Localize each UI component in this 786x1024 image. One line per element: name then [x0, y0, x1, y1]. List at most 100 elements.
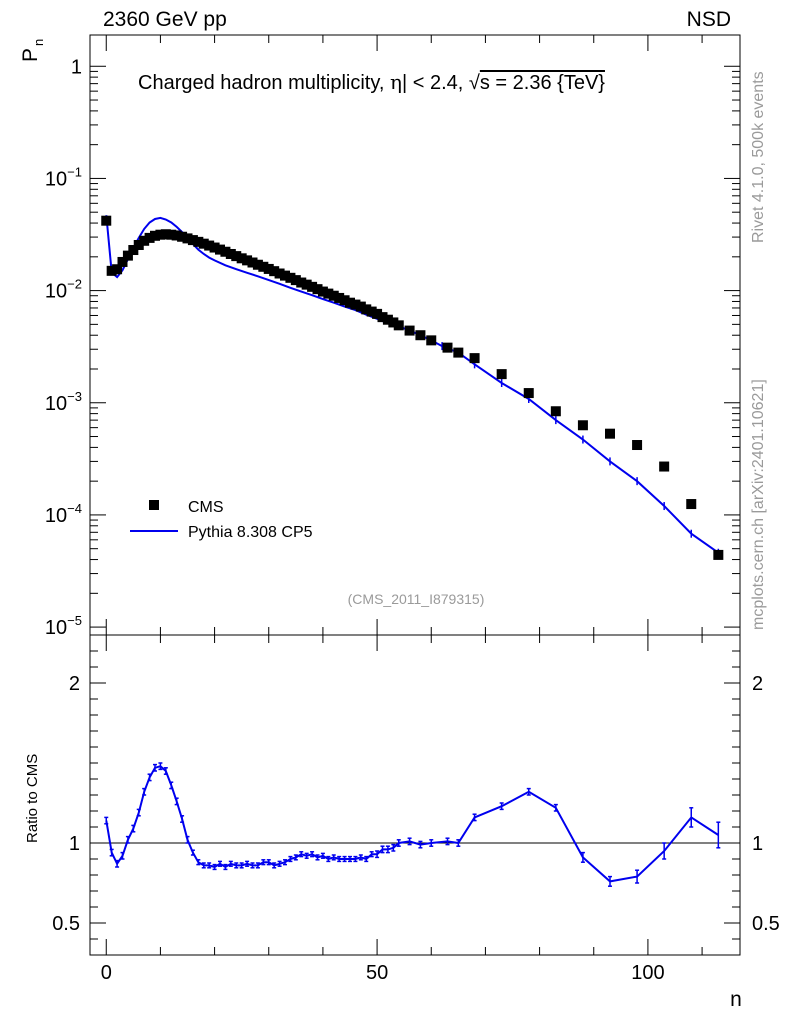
title-energy: s = 2.36 {TeV} — [480, 72, 605, 94]
cms-data-point — [182, 233, 193, 244]
cms-data-point — [361, 304, 372, 315]
x-tick-label: 0 — [101, 962, 112, 984]
cms-data-point — [258, 261, 269, 272]
main-y-tick-labels: 1 10 −1 10−2 10−3 10−4 10−5 — [45, 56, 82, 639]
ratio-curve — [105, 765, 719, 883]
pythia-curve — [105, 215, 719, 554]
cms-data-point — [225, 248, 236, 259]
y-tick-label: 10−2 — [45, 277, 82, 303]
cms-data-point — [209, 242, 220, 253]
cms-data-point — [144, 232, 155, 243]
header-right-label: NSD — [687, 8, 731, 31]
cms-data-point — [496, 369, 507, 380]
cms-data-point — [334, 292, 345, 303]
main-ticks — [90, 35, 740, 635]
title-sqrt-symbol: √ — [469, 72, 480, 94]
cms-data-point — [139, 235, 150, 246]
rivet-version-label: Rivet 4.1.0, 500k events — [750, 71, 767, 243]
cms-data-point — [577, 420, 588, 431]
cms-data-point — [605, 428, 615, 439]
y-tick-label-exp: −3 — [67, 389, 82, 404]
cms-data-points — [101, 215, 724, 560]
y-tick-label: 10−4 — [45, 501, 82, 527]
cms-data-point — [393, 320, 404, 331]
cms-data-point — [339, 295, 350, 306]
cms-data-point — [713, 549, 724, 560]
cms-data-point — [166, 229, 177, 240]
cms-data-point — [350, 299, 361, 310]
y-tick-label: 10−5 — [45, 613, 82, 639]
cms-data-point — [263, 263, 274, 274]
ratio-y-tick-label-right: 1 — [752, 833, 763, 855]
ratio-y-tick-label: 1 — [69, 833, 80, 855]
cms-data-point — [242, 255, 253, 266]
y-tick-label-base: 1 — [71, 56, 82, 78]
header-left-label: 2360 GeV pp — [103, 8, 227, 31]
cms-data-point — [345, 297, 355, 308]
cms-data-point — [280, 270, 290, 281]
cms-data-point — [150, 230, 160, 241]
cms-data-point — [231, 251, 242, 262]
mcplots-site-label: mcplots.cern.ch [arXiv:2401.10621] — [750, 379, 767, 630]
cms-data-point — [323, 288, 334, 299]
legend: CMS Pythia 8.308 CP5 — [130, 499, 313, 541]
legend-pythia-label: Pythia 8.308 CP5 — [188, 524, 313, 541]
cms-data-point — [388, 317, 399, 328]
y-tick-label-exp: −5 — [67, 613, 82, 628]
cms-data-point — [355, 301, 366, 312]
y-tick-label-exp: −4 — [67, 501, 82, 516]
cms-data-point — [252, 259, 263, 270]
cms-data-point — [415, 330, 426, 341]
main-y-axis-label-main: P — [19, 48, 42, 62]
title-eta-cut: | < 2.4, — [402, 72, 469, 94]
ratio-y-tick-label: 2 — [69, 673, 80, 695]
cms-data-point — [177, 231, 188, 242]
cms-data-point — [442, 342, 453, 353]
cms-data-point — [366, 306, 377, 317]
y-tick-label-base: 10 — [45, 617, 67, 639]
x-tick-label: 50 — [366, 962, 388, 984]
cms-data-point — [550, 406, 561, 417]
y-tick-label-exp: −2 — [67, 277, 82, 292]
ratio-y-tick-label-right: 0.5 — [752, 913, 780, 935]
cms-data-point — [285, 272, 296, 283]
ratio-panel-frame — [89, 634, 741, 956]
analysis-label: (CMS_2011_I879315) — [348, 591, 485, 607]
main-y-axis-label: P n — [19, 39, 46, 62]
cms-data-point — [328, 290, 339, 301]
y-tick-label: 10−3 — [45, 389, 82, 415]
cms-data-point — [632, 440, 643, 451]
cms-data-point — [686, 499, 697, 510]
cms-data-point — [372, 308, 383, 319]
y-tick-label-exp: −1 — [67, 164, 82, 179]
cms-data-point — [198, 238, 209, 249]
y-tick-label: 1 — [71, 56, 82, 78]
cms-data-point — [659, 461, 670, 472]
cms-data-point — [193, 236, 204, 247]
legend-cms-marker — [149, 500, 159, 510]
ratio-y-tick-labels-right: 0.5 1 2 — [752, 673, 780, 935]
cms-data-point — [453, 347, 464, 358]
cms-data-point — [128, 245, 139, 256]
cms-data-point — [220, 246, 231, 257]
cms-data-point — [307, 281, 318, 292]
cms-data-point — [404, 325, 415, 336]
cms-data-point — [290, 275, 301, 286]
legend-cms-label: CMS — [188, 499, 224, 516]
ratio-y-axis-label: Ratio to CMS — [24, 754, 41, 843]
title-prefix: Charged hadron multiplicity, — [138, 72, 390, 94]
cms-data-point — [112, 264, 123, 275]
cms-data-point — [382, 314, 393, 325]
main-panel: 1 10 −1 10−2 10−3 10−4 10−5 Charged hadron mul… — [19, 34, 741, 639]
cms-data-point — [236, 253, 247, 264]
title-eta-symbol: η — [390, 70, 402, 94]
cms-data-point — [171, 230, 182, 241]
cms-data-point — [296, 277, 307, 288]
chart-title: Charged hadron multiplicity, η| < 2.4, √… — [138, 70, 605, 94]
x-tick-label: 100 — [631, 962, 664, 984]
x-tick-labels: 0 50 100 — [101, 962, 665, 984]
ratio-panel: 0.5 1 2 0.5 1 2 0 50 100 Ratio to CMS n — [24, 634, 780, 1011]
cms-data-point — [269, 266, 280, 277]
cms-data-point — [312, 284, 323, 295]
